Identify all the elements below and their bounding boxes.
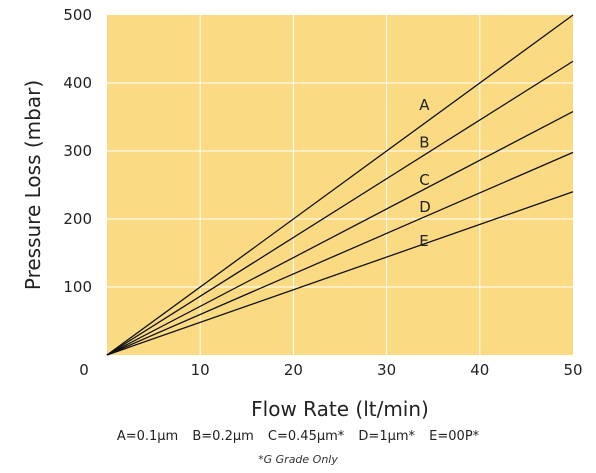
y-tick-label: 400	[63, 74, 92, 92]
grade-footnote: *G Grade Only	[258, 453, 338, 466]
legend-item-d: D=1µm*	[358, 429, 416, 444]
x-tick-label: 0	[79, 361, 89, 379]
x-tick-label: 30	[377, 361, 396, 379]
x-tick-label: 50	[563, 361, 582, 379]
series-label-c: C	[419, 171, 429, 189]
series-label-d: D	[419, 198, 431, 216]
series-line-c	[106, 110, 574, 356]
legend-item-b: B=0.2µm	[192, 429, 254, 444]
x-tick-label: 10	[191, 361, 210, 379]
series-label-a: A	[419, 96, 430, 114]
legend-item-e: E=00P*	[429, 429, 480, 444]
y-tick-label: 200	[63, 210, 92, 228]
y-tick-label: 100	[63, 278, 92, 296]
legend-item-a: A=0.1µm	[116, 429, 179, 444]
x-tick-label: 20	[284, 361, 303, 379]
legend-item-c: C=0.45µm*	[267, 429, 345, 444]
grade-legend: A=0.1µm B=0.2µm C=0.45µm* D=1µm* E=00P*	[0, 429, 596, 444]
series-label-b: B	[419, 134, 429, 152]
series-label-e: E	[419, 232, 428, 250]
series-line-d	[106, 151, 574, 356]
x-axis-ticks: 0 10 20 30 40 50	[79, 361, 582, 379]
series-lines	[106, 14, 574, 356]
series-labels: A B CDE	[419, 96, 431, 250]
series-line-e	[106, 191, 574, 356]
series-line-a	[106, 14, 574, 356]
y-axis-ticks: 100 200 300 400 500	[63, 6, 92, 296]
y-tick-label: 300	[63, 142, 92, 160]
x-tick-label: 40	[470, 361, 489, 379]
y-axis-title: Pressure Loss (mbar)	[21, 80, 45, 290]
x-axis-title: Flow Rate (lt/min)	[251, 397, 429, 421]
series-line-b	[106, 60, 574, 356]
y-tick-label: 500	[63, 6, 92, 24]
